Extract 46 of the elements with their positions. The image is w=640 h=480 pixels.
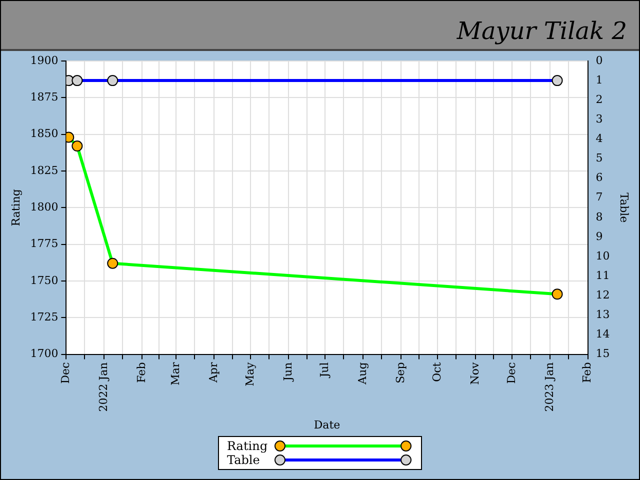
y2-tick-label: 4 [596,132,603,146]
x-axis-title: Date [314,418,340,432]
y2-tick-label: 3 [596,112,603,126]
x-tick-label: Feb [134,362,148,383]
x-tick-label: 2023 Jan [542,362,556,412]
y2-tick-label: 7 [596,190,603,204]
x-tick-label: Sep [394,362,407,384]
y2-tick-label: 15 [596,347,610,360]
y2-tick-label: 13 [596,308,610,322]
y2-tick-label: 10 [596,249,610,262]
y2-tick-label: 11 [596,268,610,282]
y-tick-label: 1825 [30,164,58,177]
x-tick-label: Mar [168,362,182,386]
y2-tick-label: 12 [596,288,610,302]
y-tick-label: 1850 [30,127,58,140]
x-tick-label: Oct [430,362,444,382]
y2-tick-label: 5 [596,152,603,165]
y-tick-label: 1725 [30,310,58,324]
y2-axis-title: Table [618,192,631,223]
y2-tick-label: 14 [596,328,610,341]
x-tick-label: Jun [281,362,294,382]
y2-tick-label: 8 [596,210,603,224]
chart-title: Mayur Tilak 2 [456,17,627,45]
x-tick-label: Nov [468,361,482,385]
y2-tick-label: 6 [596,171,603,184]
legend-label: Table [227,453,261,467]
x-tick-label: May [244,361,257,386]
x-tick-label: Feb [580,362,594,383]
x-tick-label: Apr [206,362,220,384]
y-tick-label: 1875 [30,90,58,104]
x-tick-label: Aug [356,362,369,386]
y2-tick-label: 0 [596,54,603,67]
y-tick-label: 1700 [30,347,58,360]
y2-tick-label: 1 [596,73,603,86]
x-tick-label: 2022 Jan [96,362,110,412]
x-tick-label: Dec [504,362,518,384]
y2-tick-label: 2 [596,92,603,106]
y-tick-label: 1800 [30,200,58,214]
legend-label: Rating [227,439,269,453]
y-axis-title: Rating [9,189,22,226]
y2-tick-label: 9 [596,230,603,243]
y-tick-label: 1900 [30,54,58,67]
x-tick-label: Dec [59,362,72,384]
y-tick-label: 1750 [30,274,58,287]
x-tick-label: Jul [318,362,332,378]
y-tick-label: 1775 [30,237,58,250]
